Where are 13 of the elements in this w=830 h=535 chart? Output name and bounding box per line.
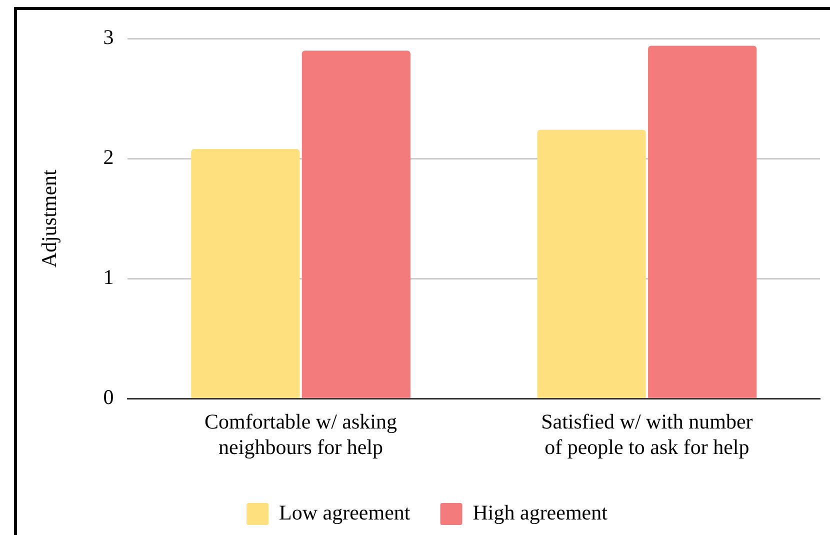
bar: [191, 149, 300, 398]
legend-label: Low agreement: [279, 500, 410, 525]
x-tick-label: Comfortable w/ asking neighbours for help: [204, 410, 398, 459]
x-tick-label: Satisfied w/ with number of people to ask for help: [541, 410, 753, 459]
bar: [302, 50, 410, 398]
legend-label: High agreement: [472, 500, 608, 525]
bar: [537, 130, 646, 398]
y-tick-label: 1: [103, 265, 114, 290]
y-tick-label: 3: [103, 25, 114, 50]
y-tick-label: 0: [103, 385, 114, 410]
bar: [648, 46, 757, 398]
y-tick-label: 2: [103, 145, 114, 170]
y-axis-title: Adjustment: [37, 169, 62, 268]
